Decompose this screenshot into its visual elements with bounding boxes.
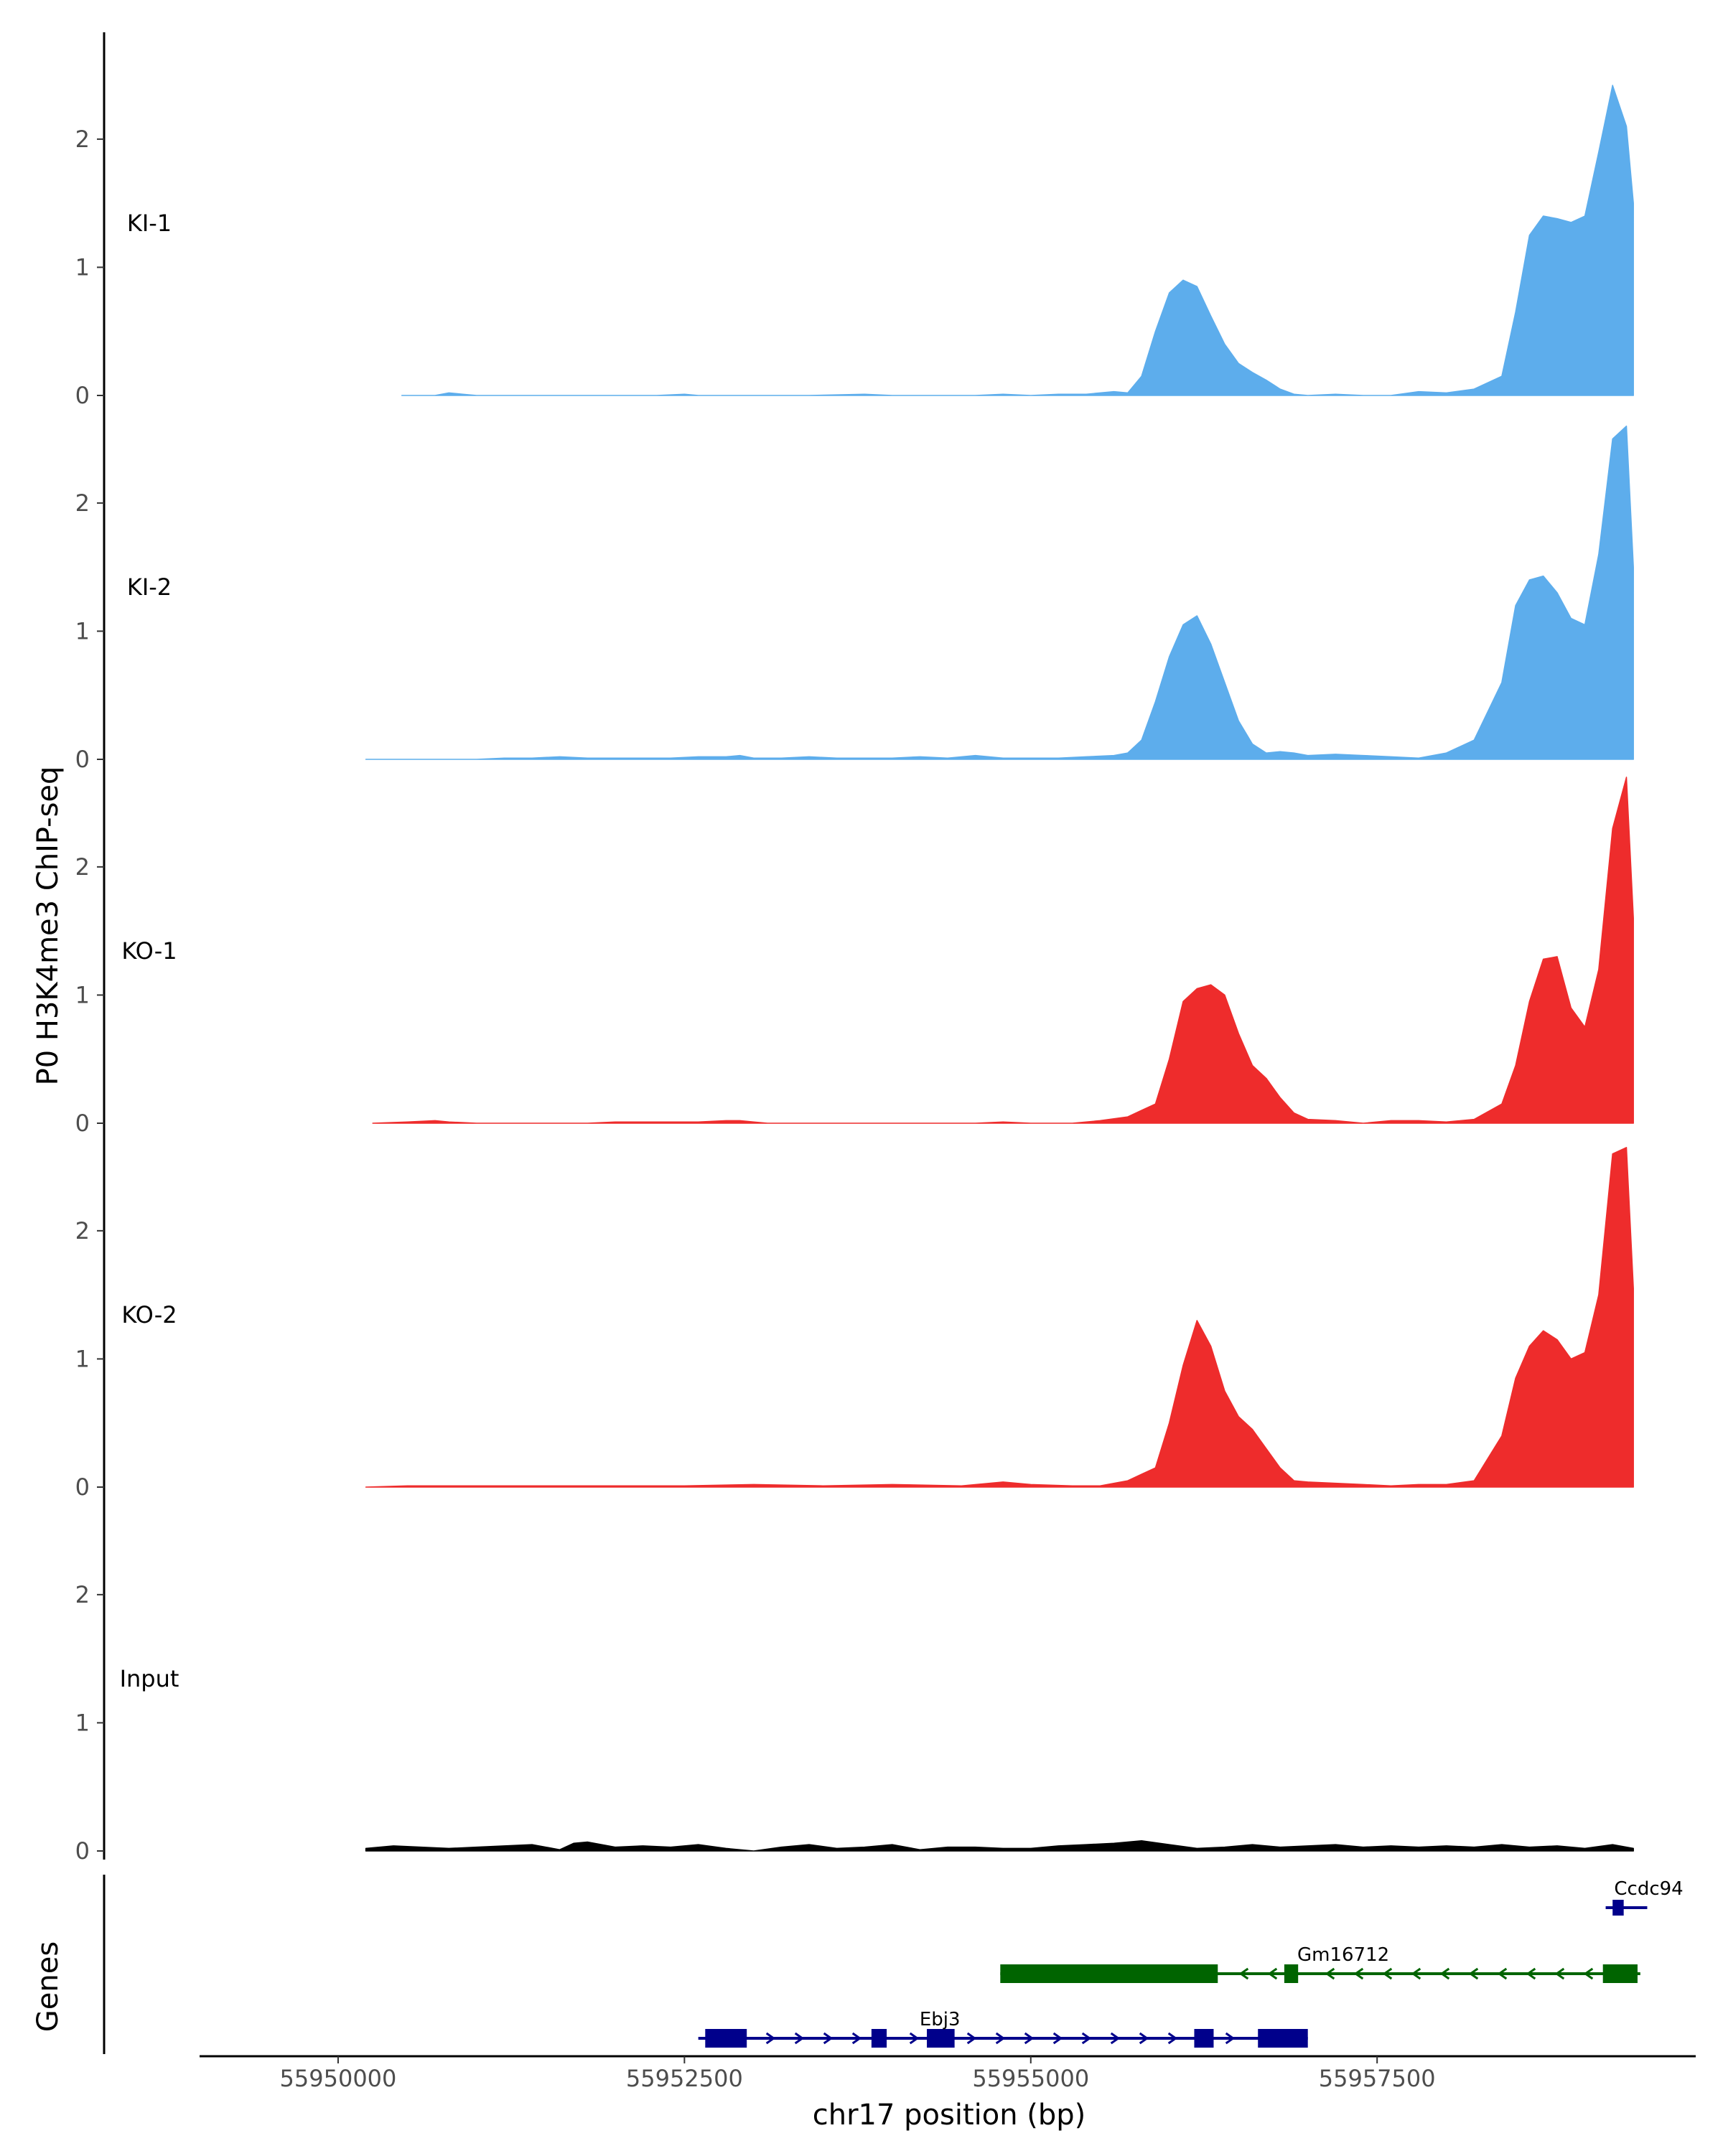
- track-panels: 0 1 2 KI-1 0 1 2 KI-2 0 1 2 KO-1 0 1 2 KO-2 0 1 2 Input: [75, 32, 1634, 1865]
- coverage-area-ko-2: [365, 1147, 1634, 1488]
- y-tick-label: 2: [75, 126, 90, 153]
- track-label-ki-1: KI-1: [127, 210, 172, 237]
- strand-arrow: [995, 2032, 1006, 2045]
- gene-exon: [705, 2029, 747, 2048]
- y-tick-label: 0: [75, 746, 90, 773]
- strand-arrow: [1526, 1967, 1536, 1980]
- track-panel-ki-2: 0 1 2 KI-2: [75, 396, 1634, 773]
- strand-arrow: [1225, 2032, 1236, 2045]
- y-axis-label: P0 H3K4me3 ChIP-seq: [32, 767, 65, 1086]
- coverage-area-ki-1: [401, 85, 1634, 396]
- strand-arrow: [909, 2032, 920, 2045]
- coverage-area-ko-1: [372, 777, 1634, 1124]
- strand-arrow: [1554, 1967, 1565, 1980]
- y-tick-label: 1: [75, 1709, 90, 1736]
- y-tick-label: 2: [75, 1217, 90, 1245]
- y-tick-label: 0: [75, 1473, 90, 1501]
- strand-arrow: [1583, 1967, 1594, 1980]
- gene-exon: [871, 2029, 887, 2048]
- strand-arrow: [1411, 1967, 1421, 1980]
- strand-arrow: [1167, 2032, 1178, 2045]
- strand-arrow: [1353, 1967, 1364, 1980]
- y-tick-label: 1: [75, 1345, 90, 1372]
- gene-exon: [1194, 2029, 1214, 2048]
- strand-arrow: [1325, 1967, 1335, 1980]
- track-label-ki-2: KI-2: [127, 573, 172, 601]
- strand-arrow: [1024, 2032, 1035, 2045]
- track-panel-ki-1: 0 1 2 KI-1: [75, 32, 1634, 409]
- y-tick-label: 1: [75, 617, 90, 645]
- gene-ccdc94: Ccdc94: [1605, 1878, 1684, 1916]
- genes-panel: Ccdc94 Gm16712 Ebj3: [103, 1875, 1684, 2054]
- gene-ebj3: Ebj3: [698, 2009, 1308, 2048]
- strand-arrow: [1439, 1967, 1450, 1980]
- strand-arrow: [794, 2032, 805, 2045]
- strand-arrow: [1052, 2032, 1063, 2045]
- strand-arrow: [1497, 1967, 1508, 1980]
- strand-arrow: [1139, 2032, 1149, 2045]
- strand-arrow: [1468, 1967, 1479, 1980]
- track-label-ko-2: KO-2: [121, 1301, 177, 1328]
- y-tick-label: 0: [75, 1837, 90, 1865]
- y-tick-label: 2: [75, 1581, 90, 1608]
- x-tick-label: 55952500: [626, 2065, 743, 2092]
- strand-arrow: [823, 2032, 834, 2045]
- track-panel-ko-2: 0 1 2 KO-2: [75, 1124, 1634, 1501]
- y-tick-label: 1: [75, 981, 90, 1008]
- x-axis-label: chr17 position (bp): [813, 2099, 1086, 2132]
- track-panel-ko-1: 0 1 2 KO-1: [75, 760, 1634, 1137]
- x-tick-label: 55950000: [280, 2065, 397, 2092]
- strand-arrow: [851, 2032, 862, 2045]
- gene-label: Gm16712: [1297, 1944, 1389, 1966]
- track-panel-input: 0 1 2 Input: [75, 1488, 1634, 1865]
- gene-label: Ccdc94: [1614, 1878, 1683, 1900]
- y-tick-label: 0: [75, 1110, 90, 1137]
- strand-arrow: [1238, 1967, 1249, 1980]
- y-tick-label: 2: [75, 853, 90, 881]
- x-tick-label: 55955000: [972, 2065, 1089, 2092]
- x-axis: 55950000 55952500 55955000 55957500: [200, 2055, 1696, 2092]
- strand-arrow: [1382, 1967, 1393, 1980]
- y-tick-label: 0: [75, 382, 90, 409]
- track-label-input: Input: [120, 1665, 179, 1692]
- coverage-area-input: [365, 1839, 1634, 1852]
- strand-arrow: [1267, 1967, 1278, 1980]
- gene-exon: [1612, 1900, 1624, 1916]
- gene-exon: [1000, 1964, 1218, 1983]
- strand-arrow: [1081, 2032, 1092, 2045]
- strand-arrow: [765, 2032, 776, 2045]
- x-tick-label: 55957500: [1319, 2065, 1436, 2092]
- strand-arrow: [1110, 2032, 1121, 2045]
- gene-label: Ebj3: [920, 2009, 961, 2030]
- gene-gm16712: Gm16712: [1000, 1944, 1640, 1983]
- y-tick-label: 1: [75, 253, 90, 281]
- genes-axis-label: Genes: [32, 1941, 65, 2032]
- strand-arrow: [966, 2032, 977, 2045]
- gene-exon: [1284, 1964, 1299, 1983]
- gene-exon: [1258, 2029, 1308, 2048]
- coverage-area-ki-2: [365, 425, 1634, 760]
- gene-exon: [1602, 1964, 1638, 1983]
- gene-exon: [927, 2029, 955, 2048]
- y-tick-label: 2: [75, 489, 90, 517]
- track-label-ko-1: KO-1: [121, 937, 177, 965]
